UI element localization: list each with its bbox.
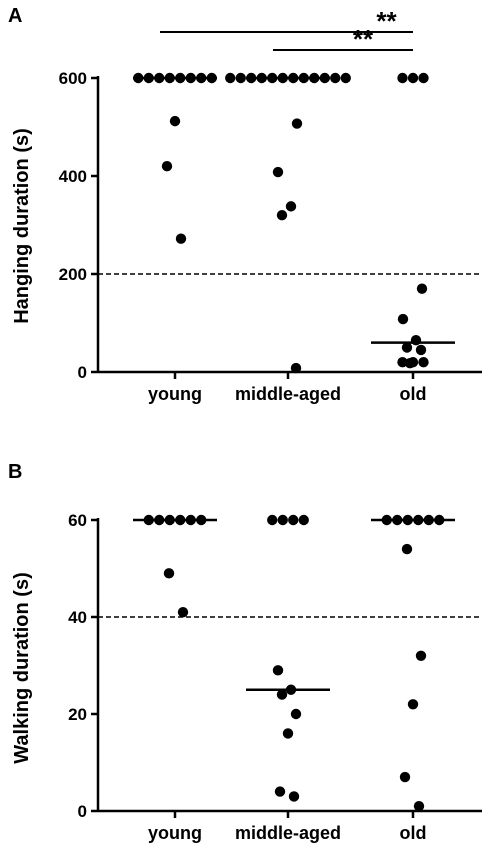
panel-a-point <box>401 342 413 353</box>
panel-a-point <box>291 118 303 129</box>
panel-a-significance-label: ** <box>353 24 374 54</box>
panel-a-point <box>397 313 409 325</box>
panel-a-point <box>285 201 297 212</box>
panel-b-x-tick-label: old <box>400 823 427 843</box>
panel-b-point <box>163 568 175 579</box>
panel-b-point <box>277 514 288 526</box>
panel-a-point <box>169 115 181 127</box>
panel-a-point <box>340 72 351 84</box>
panel-b-point <box>415 650 427 661</box>
panel-b-y-tick-label: 40 <box>68 608 87 627</box>
panel-b-point <box>401 543 413 555</box>
panel-a-point <box>415 344 427 356</box>
panel-b-point <box>290 708 302 720</box>
panel-a-point <box>397 72 408 84</box>
panel-b-point <box>274 786 286 797</box>
panel-b-point <box>298 514 309 526</box>
panel-a-letter: A <box>8 5 22 27</box>
panel-a: A Hanging duration (s) 0 200 400 600 young mi… <box>8 5 482 404</box>
panel-b-point <box>413 800 425 812</box>
panel-a-y-tick-label: 400 <box>59 167 87 186</box>
panel-a-point <box>276 210 288 221</box>
panel-b-x-tick-label: middle-aged <box>235 823 341 843</box>
panel-b-y-axis-title: Walking duration (s) <box>11 572 33 763</box>
panel-b-letter: B <box>8 461 22 483</box>
panel-a-point <box>330 72 341 84</box>
panel-a-point <box>225 72 236 84</box>
panel-b-point <box>288 791 300 802</box>
panel-a-point <box>416 283 428 294</box>
panel-a-point <box>235 72 246 84</box>
panel-a-point <box>175 233 187 244</box>
panel-a-y-tick-label: 0 <box>78 363 87 382</box>
panel-a-point <box>404 357 416 369</box>
panel-a-x-tick-label: middle-aged <box>235 384 341 404</box>
panel-b-point <box>267 514 278 526</box>
panel-b-point <box>272 665 284 676</box>
panel-b-y-tick-label: 20 <box>68 705 87 724</box>
panel-b-y-tick-label: 0 <box>78 802 87 821</box>
panel-b-point <box>288 514 299 526</box>
panel-a-point <box>161 161 173 172</box>
panel-a-significance-label: ** <box>376 6 397 36</box>
panel-a-point <box>272 166 284 178</box>
panel-a-point <box>418 357 429 368</box>
panel-b-point <box>276 689 288 700</box>
panel-b-plot: 0 20 40 60 young middle-aged old <box>68 511 482 843</box>
panel-a-point <box>418 72 429 84</box>
panel-a-point <box>407 72 419 84</box>
panel-a-point <box>290 362 302 374</box>
panel-b-point <box>177 606 189 618</box>
panel-a-y-tick-label: 200 <box>59 265 87 284</box>
panel-a-y-tick-label: 600 <box>59 69 87 88</box>
panel-a-y-axis-title: Hanging duration (s) <box>11 128 33 324</box>
panel-b: B Walking duration (s) 0 20 40 60 young middl… <box>8 461 482 843</box>
panel-b-point <box>282 728 294 739</box>
panel-b-x-tick-label: young <box>148 823 202 843</box>
panel-a-x-tick-label: young <box>148 384 202 404</box>
panel-b-point <box>399 771 411 783</box>
panel-a-x-tick-label: old <box>400 384 427 404</box>
panel-b-y-tick-label: 60 <box>68 511 87 530</box>
panel-b-point <box>407 699 419 710</box>
panel-a-plot: 0 200 400 600 young middle-aged old **** <box>59 6 482 404</box>
